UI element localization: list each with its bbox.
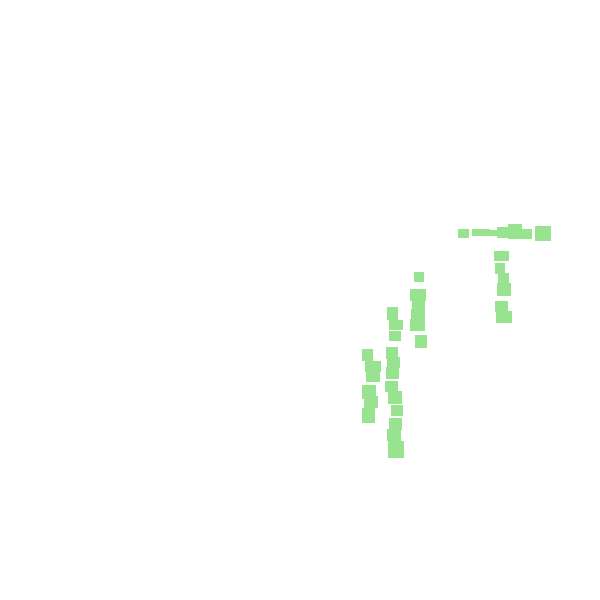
green-fragment: [389, 320, 403, 330]
green-fragment: [498, 273, 509, 283]
green-fragment: [362, 349, 373, 361]
green-fragment: [387, 307, 398, 320]
green-fragment: [410, 319, 425, 331]
green-fragment: [366, 370, 380, 382]
green-fragment: [385, 381, 398, 392]
green-fragment: [495, 263, 505, 274]
green-fragment: [415, 335, 427, 348]
green-fragment: [495, 301, 508, 312]
green-fragment: [365, 361, 381, 372]
green-fragment: [411, 309, 425, 321]
green-fragment: [387, 429, 401, 441]
green-fragment: [520, 229, 532, 239]
green-fragment: [389, 331, 401, 341]
green-fragment: [386, 367, 399, 379]
green-fragment: [497, 227, 509, 238]
green-fragment: [364, 396, 378, 408]
green-fragment: [472, 229, 490, 236]
green-fragment: [414, 272, 424, 282]
green-fragment: [410, 289, 426, 301]
green-fragment: [458, 229, 469, 238]
green-fragment: [535, 226, 551, 241]
green-fragment: [508, 224, 522, 239]
green-fragment: [388, 441, 404, 458]
green-fragment: [497, 283, 511, 296]
green-fragment: [362, 385, 376, 399]
green-fragment: [496, 311, 512, 323]
green-fragment: [362, 408, 375, 423]
green-fragment: [386, 347, 398, 359]
green-fragment: [488, 230, 498, 236]
green-fragment: [387, 357, 400, 368]
green-fragment: [391, 405, 403, 416]
green-fragment: [388, 391, 402, 404]
green-fragment: [494, 251, 509, 261]
green-fragments: [362, 224, 551, 458]
green-fragment: [389, 418, 402, 430]
green-fragment: [412, 300, 425, 311]
